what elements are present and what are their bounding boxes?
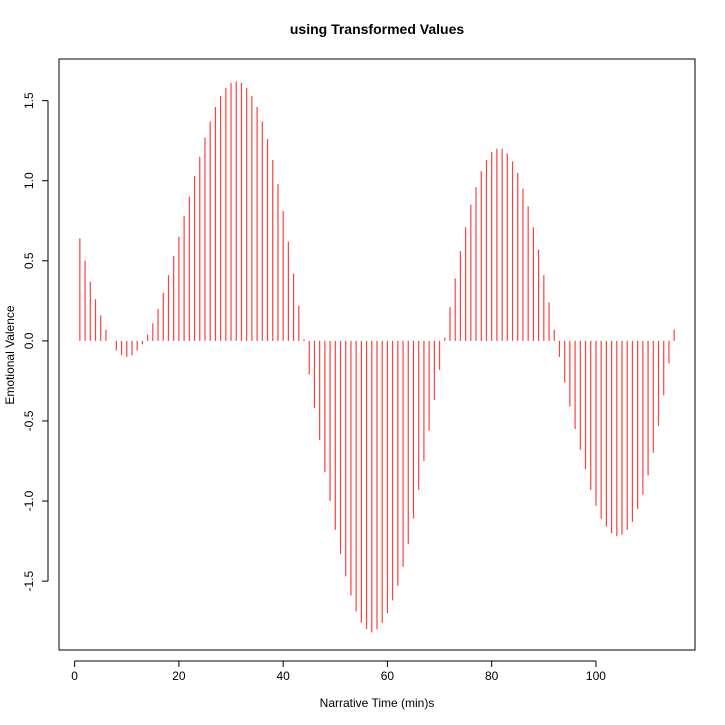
x-tick-label: 0 <box>71 669 78 683</box>
plot-frame <box>58 58 696 651</box>
y-tick-label: 0.5 <box>22 252 36 269</box>
x-tick-label: 60 <box>381 669 395 683</box>
x-axis: 0 20 40 60 80 100 <box>71 660 606 683</box>
x-tick-label: 20 <box>172 669 186 683</box>
y-tick-label: 0.0 <box>22 332 36 349</box>
y-tick-label: 1.0 <box>22 172 36 189</box>
y-tick-label: -1.0 <box>22 490 36 511</box>
y-tick-label: -0.5 <box>22 410 36 431</box>
x-axis-label: Narrative Time (min)s <box>319 696 435 710</box>
x-tick-label: 100 <box>586 669 606 683</box>
x-tick-label: 40 <box>276 669 290 683</box>
y-axis: -1.5 -1.0 -0.5 0.0 0.5 1.0 1.5 <box>22 92 49 591</box>
y-tick-label: -1.5 <box>22 570 36 591</box>
chart-title: using Transformed Values <box>289 21 465 37</box>
bars-group <box>79 81 675 633</box>
y-tick-label: 1.5 <box>22 92 36 109</box>
x-tick-label: 80 <box>485 669 499 683</box>
